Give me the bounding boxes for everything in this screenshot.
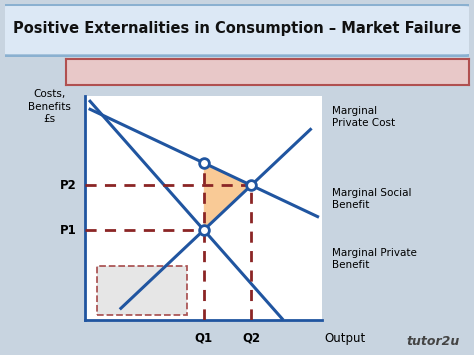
Text: Marginal
Private Cost: Marginal Private Cost [332,106,395,128]
Text: Q1: Q1 [195,332,213,345]
Bar [97,266,187,315]
Text: Output: Output [325,332,366,345]
Polygon shape [204,163,251,230]
Text: Costs,
Benefits
£s: Costs, Benefits £s [28,89,71,124]
Text: Marginal Social
Benefit: Marginal Social Benefit [332,188,411,209]
Text: Q2: Q2 [242,332,260,345]
Text: P1: P1 [60,224,77,236]
Text: Marginal Private
Benefit: Marginal Private Benefit [332,248,417,270]
Text: Positive Externalities in Consumption – Market Failure: Positive Externalities in Consumption – … [13,21,461,36]
Text: tutor2u: tutor2u [407,335,460,348]
FancyBboxPatch shape [0,5,474,56]
Text: P2: P2 [60,179,77,192]
